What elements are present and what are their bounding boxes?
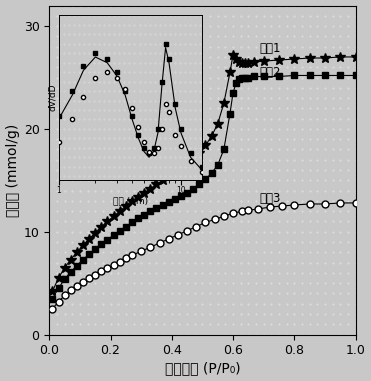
Y-axis label: 吸附量 (mmol/g): 吸附量 (mmol/g) bbox=[6, 123, 20, 217]
Text: 实例3: 实例3 bbox=[259, 192, 280, 205]
Text: 实例1: 实例1 bbox=[259, 42, 280, 55]
X-axis label: 相对压力 (P/P₀): 相对压力 (P/P₀) bbox=[165, 362, 240, 375]
Text: 实例2: 实例2 bbox=[259, 66, 280, 79]
